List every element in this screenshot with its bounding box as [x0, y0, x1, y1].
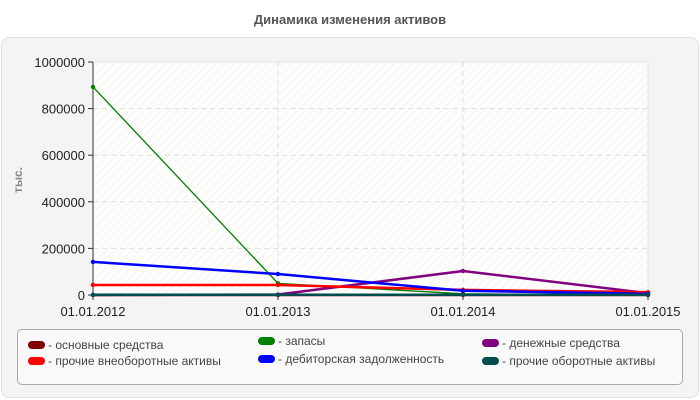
- legend-swatch-icon: [28, 357, 45, 365]
- chart-title: Динамика изменения активов: [253, 12, 447, 27]
- data-point-marker: [460, 288, 466, 294]
- legend-item: - запасы: [258, 334, 325, 348]
- legend-swatch-icon: [482, 357, 499, 365]
- data-point-marker: [645, 292, 651, 297]
- y-tick-label: 1000000: [34, 55, 85, 70]
- legend-item: - основные средства: [28, 338, 163, 352]
- legend-swatch-icon: [482, 339, 499, 347]
- x-tick-label: 01.01.2013: [245, 304, 310, 319]
- legend-item: - дебиторская задолженность: [258, 352, 444, 366]
- y-tick-label: 400000: [42, 195, 85, 210]
- data-point-marker: [90, 292, 96, 297]
- plot-area: [92, 61, 649, 296]
- legend-item: - прочие внеоборотные активы: [28, 354, 221, 368]
- data-point-marker: [90, 84, 96, 90]
- x-tick-label: 01.01.2012: [60, 304, 125, 319]
- data-point-marker: [275, 282, 281, 288]
- data-point-marker: [90, 259, 96, 265]
- y-tick-label: 0: [78, 288, 85, 303]
- series-line: [92, 260, 649, 296]
- legend-swatch-icon: [258, 355, 275, 363]
- series-lines: [90, 84, 651, 298]
- legend-swatch-icon: [28, 341, 45, 349]
- legend-item: - прочие оборотные активы: [482, 354, 655, 368]
- x-tick-label: 01.01.2014: [430, 304, 495, 319]
- x-tick-label: 01.01.2015: [615, 304, 680, 319]
- y-tick-label: 800000: [42, 102, 85, 117]
- legend-item: - денежные средства: [482, 336, 620, 350]
- gridlines: [93, 62, 648, 295]
- data-point-marker: [460, 268, 466, 274]
- legend: - основные средства - прочие внеоборотны…: [17, 329, 683, 385]
- y-axis-label: тыс.: [11, 167, 25, 193]
- y-tick-label: 600000: [42, 148, 85, 163]
- data-point-marker: [275, 292, 281, 297]
- legend-swatch-icon: [258, 337, 275, 345]
- data-point-marker: [460, 292, 466, 297]
- data-point-marker: [275, 271, 281, 277]
- data-point-marker: [90, 282, 96, 288]
- y-tick-label: 200000: [42, 241, 85, 256]
- series-line: [93, 283, 649, 294]
